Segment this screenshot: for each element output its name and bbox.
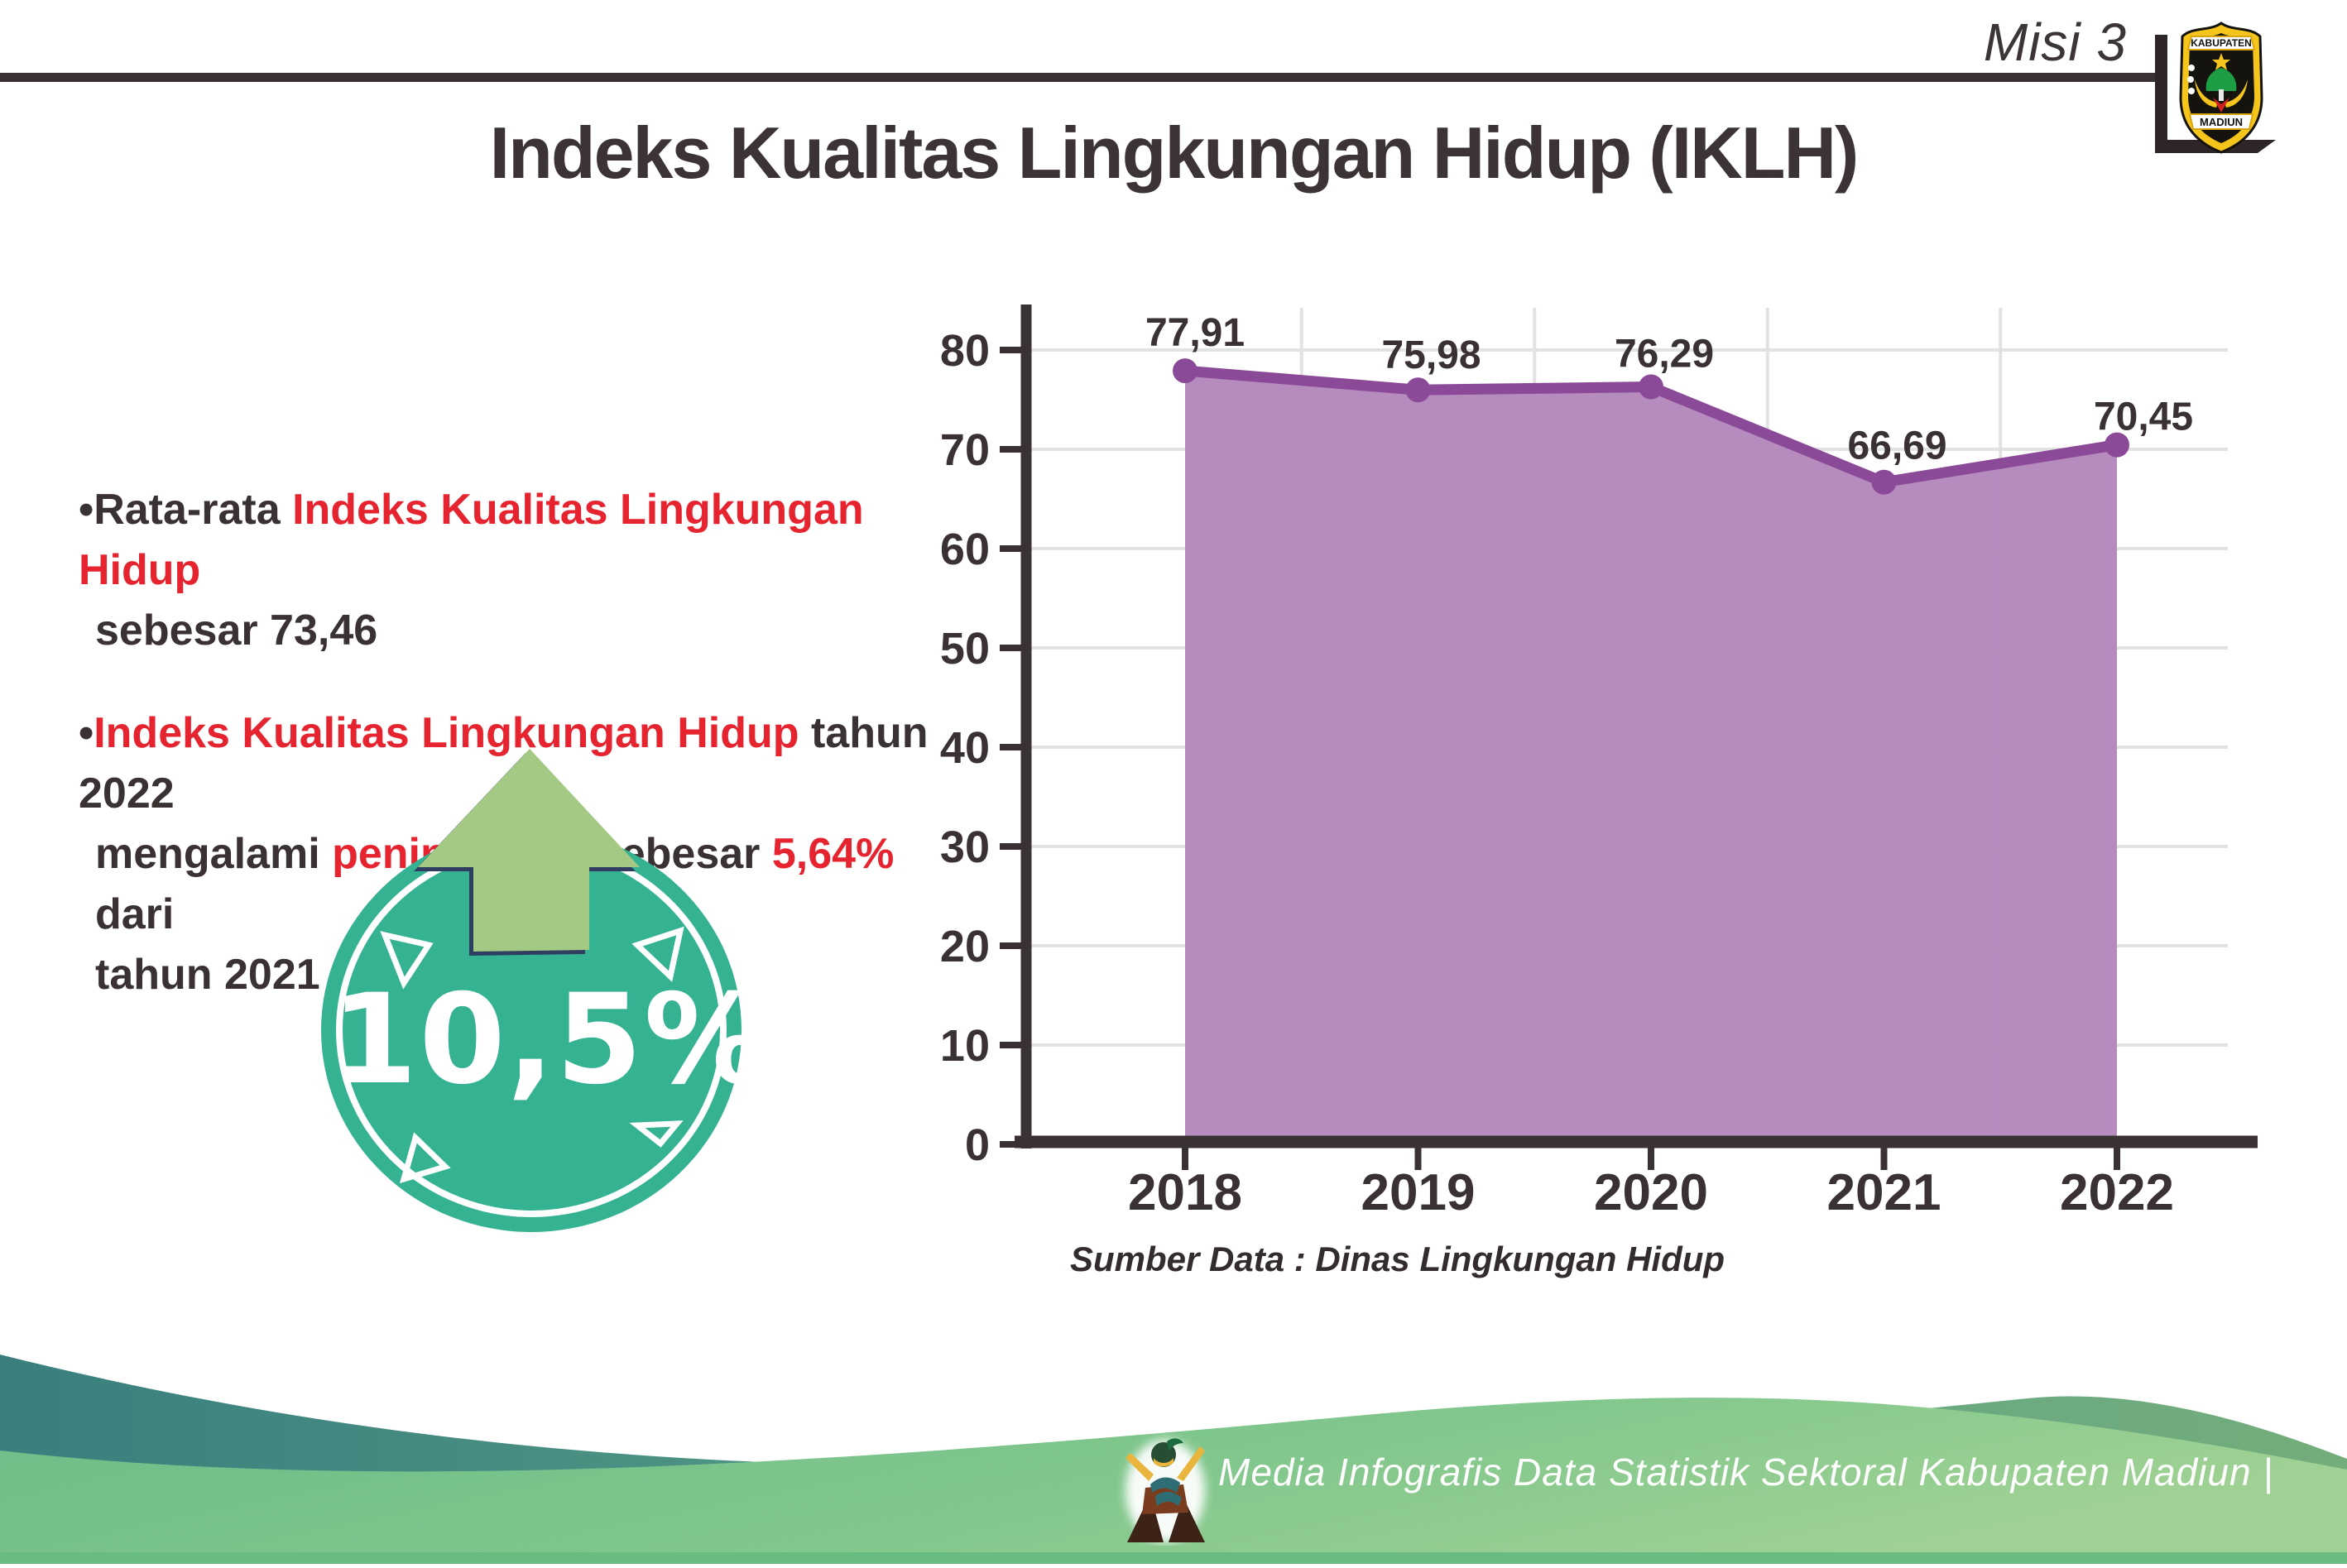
footer-credit: Media Infografis Data Statistik Sektoral…: [1218, 1451, 2274, 1494]
data-label: 76,29: [1615, 333, 1714, 376]
svg-text:MADIUN: MADIUN: [2200, 116, 2243, 128]
data-label: 70,45: [2094, 396, 2193, 439]
header-rule: [0, 73, 2155, 82]
x-tick-label: 2020: [1594, 1164, 1708, 1221]
y-tick-label: 60: [940, 525, 990, 574]
badge-sparkle-triangles: [380, 926, 684, 1184]
bullet-list: •Rata-rata Indeks Kualitas Lingkungan Hi…: [79, 480, 972, 1005]
badge-value: 10,5%: [331, 968, 770, 1112]
source-note: Sumber Data : Dinas Lingkungan Hidup: [1070, 1240, 1725, 1278]
bullet-item: •Rata-rata Indeks Kualitas Lingkungan Hi…: [79, 480, 972, 660]
up-arrow-icon: [321, 749, 742, 1232]
iklh-area-chart: 0 10 20 30 40 50 60 70 80 2018 2019 2020 2021 2022 77,…: [940, 304, 2258, 1221]
y-tick-label: 50: [940, 624, 990, 674]
y-tick-label: 80: [940, 326, 990, 376]
y-tick-label: 40: [940, 723, 990, 773]
x-tick-label: 2021: [1827, 1164, 1941, 1221]
y-tick-label: 0: [965, 1120, 990, 1170]
x-tick-label: 2018: [1128, 1164, 1242, 1221]
data-label: 66,69: [1847, 424, 1946, 468]
bullet-line: •Indeks Kualitas Lingkungan Hidup tahun …: [79, 709, 929, 818]
x-tick-label: 2019: [1361, 1164, 1476, 1221]
increase-badge: 10,5%: [306, 728, 770, 1245]
data-label: 77,91: [1145, 311, 1245, 355]
y-tick-label: 70: [940, 425, 990, 475]
bullet-line: sebesar 73,46: [95, 606, 378, 655]
bullet-line: •Rata-rata Indeks Kualitas Lingkungan Hi…: [79, 486, 864, 594]
y-tick-label: 10: [940, 1021, 990, 1071]
x-tick-label: 2022: [2060, 1164, 2174, 1221]
y-tick-label: 30: [940, 822, 990, 872]
kabupaten-madiun-logo-icon: KABUPATEN MADIUN: [2175, 22, 2268, 154]
y-tick-label: 20: [940, 922, 990, 971]
bullet-line: tahun 2021: [95, 950, 320, 999]
svg-text:KABUPATEN: KABUPATEN: [2191, 37, 2252, 49]
mascot-dancer-icon: [1117, 1433, 1213, 1546]
misi-label: Misi 3: [1983, 12, 2127, 72]
page-title: Indeks Kualitas Lingkungan Hidup (IKLH): [489, 112, 1860, 194]
corner-frame-vertical: [2155, 35, 2167, 152]
bullet-item: •Indeks Kualitas Lingkungan Hidup tahun …: [79, 703, 972, 1005]
data-label: 75,98: [1381, 333, 1481, 377]
